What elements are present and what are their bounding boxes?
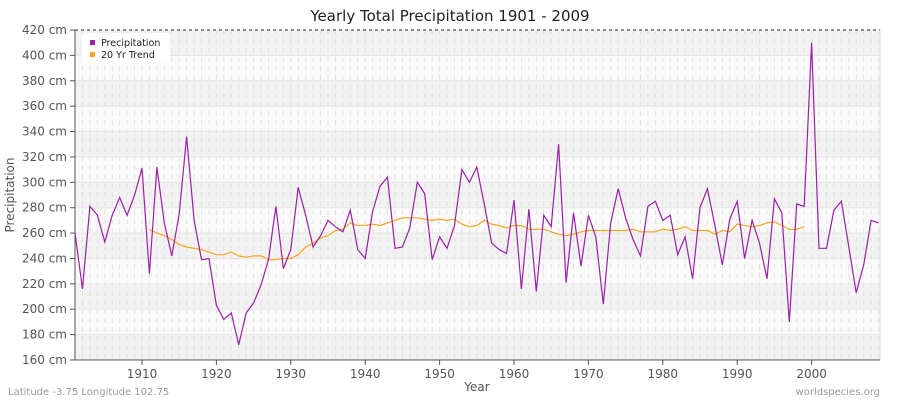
y-tick-label: 380 cm [22, 74, 67, 88]
x-tick-label: 1980 [648, 367, 679, 381]
y-tick-label: 340 cm [22, 125, 67, 139]
x-tick-label: 1950 [424, 367, 455, 381]
y-tick-label: 300 cm [22, 175, 67, 189]
legend: Precipitation 20 Yr Trend [82, 33, 170, 63]
y-tick-label: 360 cm [22, 99, 67, 113]
trend-line-20yr [149, 217, 805, 261]
legend-label-trend: 20 Yr Trend [101, 50, 155, 61]
plot-area-background [75, 30, 880, 360]
background-band [75, 233, 880, 259]
x-tick-label: 2000 [796, 367, 827, 381]
legend-box [82, 33, 170, 63]
x-tick-label: 1940 [350, 367, 381, 381]
background-band [75, 106, 880, 132]
y-tick-label: 160 cm [22, 353, 67, 367]
background-band [75, 258, 880, 284]
legend-swatch-trend [90, 52, 95, 57]
x-tick-label: 1960 [499, 367, 530, 381]
y-tick-label: 200 cm [22, 302, 67, 316]
horizontal-gridlines [75, 54, 880, 336]
y-axis-title: Precipitation [3, 157, 17, 232]
y-tick-label: 280 cm [22, 201, 67, 215]
y-tick-label: 400 cm [22, 48, 67, 62]
y-tick-label: 320 cm [22, 150, 67, 164]
chart-title: Yearly Total Precipitation 1901 - 2009 [309, 7, 589, 25]
background-band [75, 283, 880, 310]
background-band [75, 131, 880, 157]
x-tick-label: 1930 [276, 367, 307, 381]
x-axis: 1910 1920 1930 1940 1950 1960 1970 1980 1990 2000 [75, 359, 880, 381]
source-credit: worldspecies.org [796, 387, 880, 398]
x-tick-label: 1910 [127, 367, 158, 381]
y-tick-label: 220 cm [22, 277, 67, 291]
y-tick-label: 180 cm [22, 328, 67, 342]
x-tick-label: 1990 [722, 367, 753, 381]
y-tick-label: 240 cm [22, 251, 67, 265]
legend-swatch-precipitation [90, 40, 95, 45]
x-tick-label: 1970 [573, 367, 604, 381]
x-axis-title: Year [463, 380, 489, 394]
y-tick-label: 420 cm [22, 23, 67, 37]
y-tick-label: 260 cm [22, 226, 67, 240]
x-tick-label: 1920 [201, 367, 232, 381]
y-axis: 160 cm 180 cm 200 cm 220 cm 240 cm 260 cm 280 … [22, 23, 76, 367]
legend-label-precipitation: Precipitation [101, 38, 160, 49]
location-caption: Latitude -3.75 Longitude 102.75 [8, 387, 169, 398]
precipitation-line [74, 42, 879, 345]
